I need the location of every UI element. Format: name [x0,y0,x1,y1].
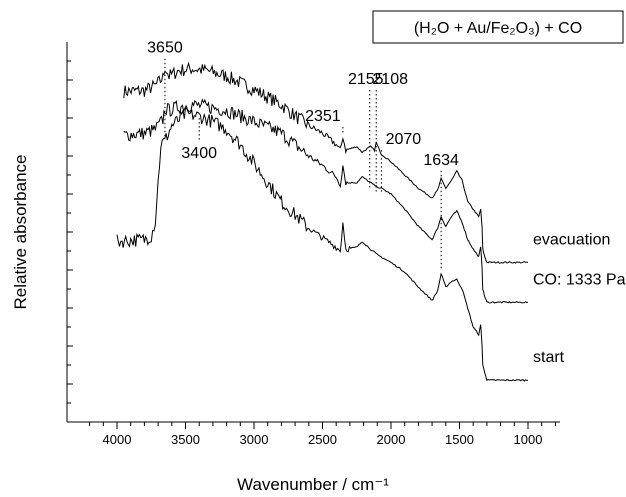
peak-label: 2155 [348,71,384,88]
peak-label: 2108 [372,71,408,88]
legend-box [372,10,624,44]
y-axis-title: Relative absorbance [11,155,30,310]
y-axis-ticks [67,60,73,404]
x-tick-label: 3000 [240,432,269,447]
legend-text: (H₂O + Au/Fe₂O₃) + CO [414,20,582,37]
peak-label: 2070 [386,131,422,148]
x-tick-label: 3500 [171,432,200,447]
peak-label: 1634 [423,152,459,169]
series-line-start [116,107,529,382]
x-tick-label: 2500 [308,432,337,447]
x-tick-label: 4000 [103,432,132,447]
series-layer [116,61,529,382]
curve-label: CO: 1333 Pa [533,271,626,288]
curve-label: start [533,349,565,366]
curve-label-layer: evacuation CO: 1333 Pa start [533,231,626,366]
peak-label: 2351 [305,108,341,125]
peak-label: 3400 [181,145,217,162]
series-line-co-1333-pa [123,98,529,304]
series-line-evacuation [123,61,529,264]
x-tick-label: 2000 [377,432,406,447]
x-tick-label: 1000 [514,432,543,447]
x-axis-title: Wavenumber / cm⁻¹ [237,475,389,494]
peak-label: 3650 [147,40,183,57]
x-axis-ticks [89,422,556,429]
curve-label: evacuation [533,231,610,248]
x-tick-label: 1500 [445,432,474,447]
x-axis-tick-labels: 4000 3500 3000 2500 2000 1500 1000 [103,432,543,447]
